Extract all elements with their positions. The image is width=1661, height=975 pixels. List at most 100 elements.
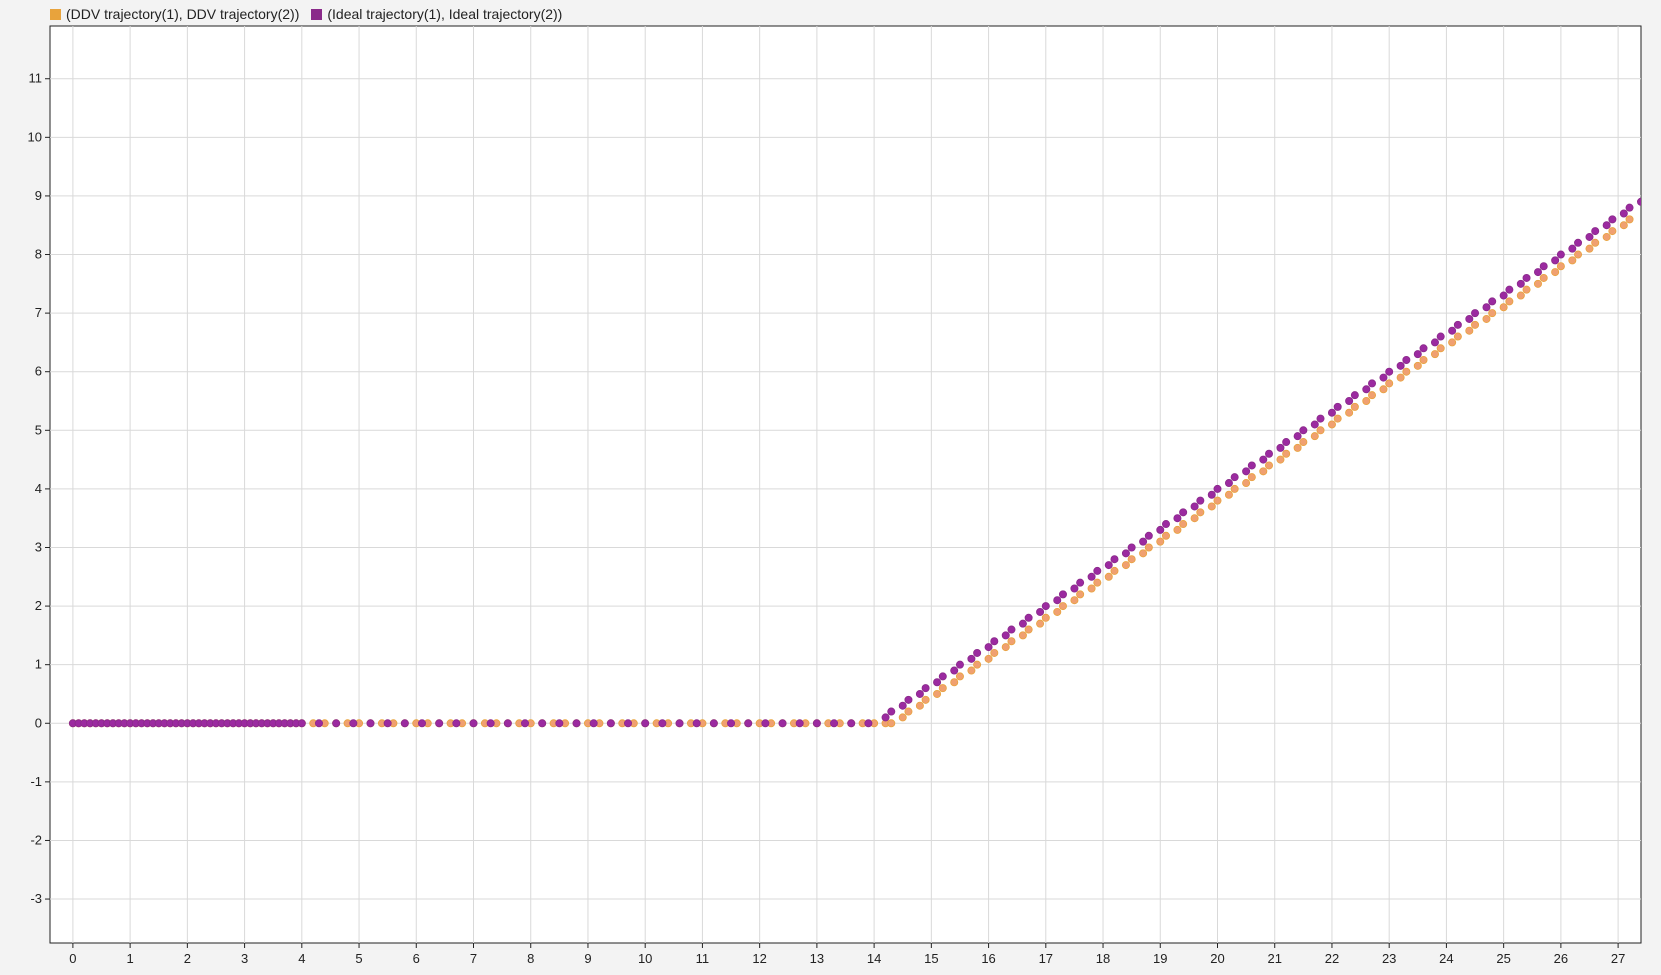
x-tick-label: 1 bbox=[127, 951, 134, 966]
ddv-point bbox=[898, 713, 907, 722]
ddv-point bbox=[1448, 338, 1457, 347]
x-tick-label: 12 bbox=[752, 951, 766, 966]
y-tick-label: 10 bbox=[28, 129, 42, 144]
ideal-point bbox=[658, 719, 667, 728]
ideal-point bbox=[1265, 449, 1274, 458]
legend-item-ideal[interactable]: (Ideal trajectory(1), Ideal trajectory(2… bbox=[311, 6, 562, 22]
ddv-point bbox=[1499, 303, 1508, 312]
ideal-point bbox=[417, 719, 426, 728]
ideal-point bbox=[761, 719, 770, 728]
ideal-point bbox=[1402, 355, 1411, 364]
ideal-point bbox=[1093, 566, 1102, 575]
y-tick-label: 6 bbox=[35, 364, 42, 379]
ideal-point bbox=[709, 719, 718, 728]
ideal-point bbox=[1053, 596, 1062, 605]
ddv-point bbox=[1041, 613, 1050, 622]
ideal-point bbox=[1453, 320, 1462, 329]
ideal-point bbox=[778, 719, 787, 728]
ideal-point bbox=[990, 637, 999, 646]
x-tick-label: 2 bbox=[184, 951, 191, 966]
ideal-point bbox=[589, 719, 598, 728]
x-tick-label: 24 bbox=[1439, 951, 1453, 966]
ideal-point bbox=[921, 684, 930, 693]
legend[interactable]: (DDV trajectory(1), DDV trajectory(2)) (… bbox=[50, 4, 562, 24]
ddv-point bbox=[1161, 531, 1170, 540]
ideal-point bbox=[555, 719, 564, 728]
ideal-point bbox=[1396, 361, 1405, 370]
ddv-point bbox=[1327, 420, 1336, 429]
y-tick-label: 8 bbox=[35, 247, 42, 262]
ddv-point bbox=[967, 666, 976, 675]
y-tick-label: -1 bbox=[30, 774, 42, 789]
ddv-point bbox=[1310, 432, 1319, 441]
ideal-point bbox=[864, 719, 873, 728]
y-tick-label: 7 bbox=[35, 305, 42, 320]
ideal-point bbox=[1625, 203, 1634, 212]
ddv-point bbox=[921, 695, 930, 704]
ideal-point bbox=[898, 701, 907, 710]
y-tick-label: 9 bbox=[35, 188, 42, 203]
ddv-point bbox=[1585, 244, 1594, 253]
ideal-point bbox=[744, 719, 753, 728]
x-tick-label: 13 bbox=[810, 951, 824, 966]
ddv-point bbox=[1259, 467, 1268, 476]
ddv-point bbox=[1574, 250, 1583, 259]
legend-label-ddv: (DDV trajectory(1), DDV trajectory(2)) bbox=[66, 6, 300, 22]
legend-item-ddv[interactable]: (DDV trajectory(1), DDV trajectory(2)) bbox=[50, 6, 299, 22]
data-points bbox=[68, 197, 1641, 728]
ideal-point bbox=[641, 719, 650, 728]
x-tick-label: 25 bbox=[1496, 951, 1510, 966]
ideal-point bbox=[332, 719, 341, 728]
ideal-point bbox=[1139, 537, 1148, 546]
ideal-point bbox=[1333, 402, 1342, 411]
ddv-point bbox=[1058, 602, 1067, 611]
ddv-point bbox=[1093, 578, 1102, 587]
ddv-point bbox=[1156, 537, 1165, 546]
ideal-point bbox=[1533, 268, 1542, 277]
ideal-point bbox=[572, 719, 581, 728]
ideal-point bbox=[1379, 373, 1388, 382]
plot-frame bbox=[49, 25, 1642, 944]
ideal-point bbox=[1104, 561, 1113, 570]
ideal-point bbox=[1224, 479, 1233, 488]
ideal-point bbox=[1488, 297, 1497, 306]
ddv-point bbox=[1551, 268, 1560, 277]
ideal-point bbox=[1041, 602, 1050, 611]
ddv-point bbox=[1522, 285, 1531, 294]
ideal-point bbox=[1465, 314, 1474, 323]
ideal-point bbox=[1230, 473, 1239, 482]
ddv-point bbox=[1207, 502, 1216, 511]
x-tick-label: 15 bbox=[924, 951, 938, 966]
ddv-point bbox=[1471, 320, 1480, 329]
ideal-point bbox=[1076, 578, 1085, 587]
ddv-point bbox=[1453, 332, 1462, 341]
ideal-point bbox=[984, 643, 993, 652]
ddv-point bbox=[990, 648, 999, 657]
ideal-point bbox=[812, 719, 821, 728]
ddv-point bbox=[1385, 379, 1394, 388]
x-tick-label: 10 bbox=[638, 951, 652, 966]
ideal-point bbox=[1419, 344, 1428, 353]
ideal-point bbox=[435, 719, 444, 728]
ddv-point bbox=[1413, 361, 1422, 370]
ideal-point bbox=[366, 719, 375, 728]
ideal-point bbox=[1207, 490, 1216, 499]
ddv-point bbox=[1224, 490, 1233, 499]
ideal-point bbox=[1471, 309, 1480, 318]
ideal-point bbox=[727, 719, 736, 728]
ddv-point bbox=[1619, 221, 1628, 230]
ideal-point bbox=[503, 719, 512, 728]
x-tick-label: 19 bbox=[1153, 951, 1167, 966]
ddv-point bbox=[1396, 373, 1405, 382]
x-tick-label: 6 bbox=[413, 951, 420, 966]
ideal-point bbox=[1345, 397, 1354, 406]
ideal-point bbox=[1368, 379, 1377, 388]
ideal-point bbox=[1568, 244, 1577, 253]
ddv-point bbox=[1110, 566, 1119, 575]
ddv-point bbox=[1190, 514, 1199, 523]
ideal-point bbox=[1551, 256, 1560, 265]
ideal-point bbox=[314, 719, 323, 728]
ideal-point bbox=[1430, 338, 1439, 347]
ddv-point bbox=[1036, 619, 1045, 628]
